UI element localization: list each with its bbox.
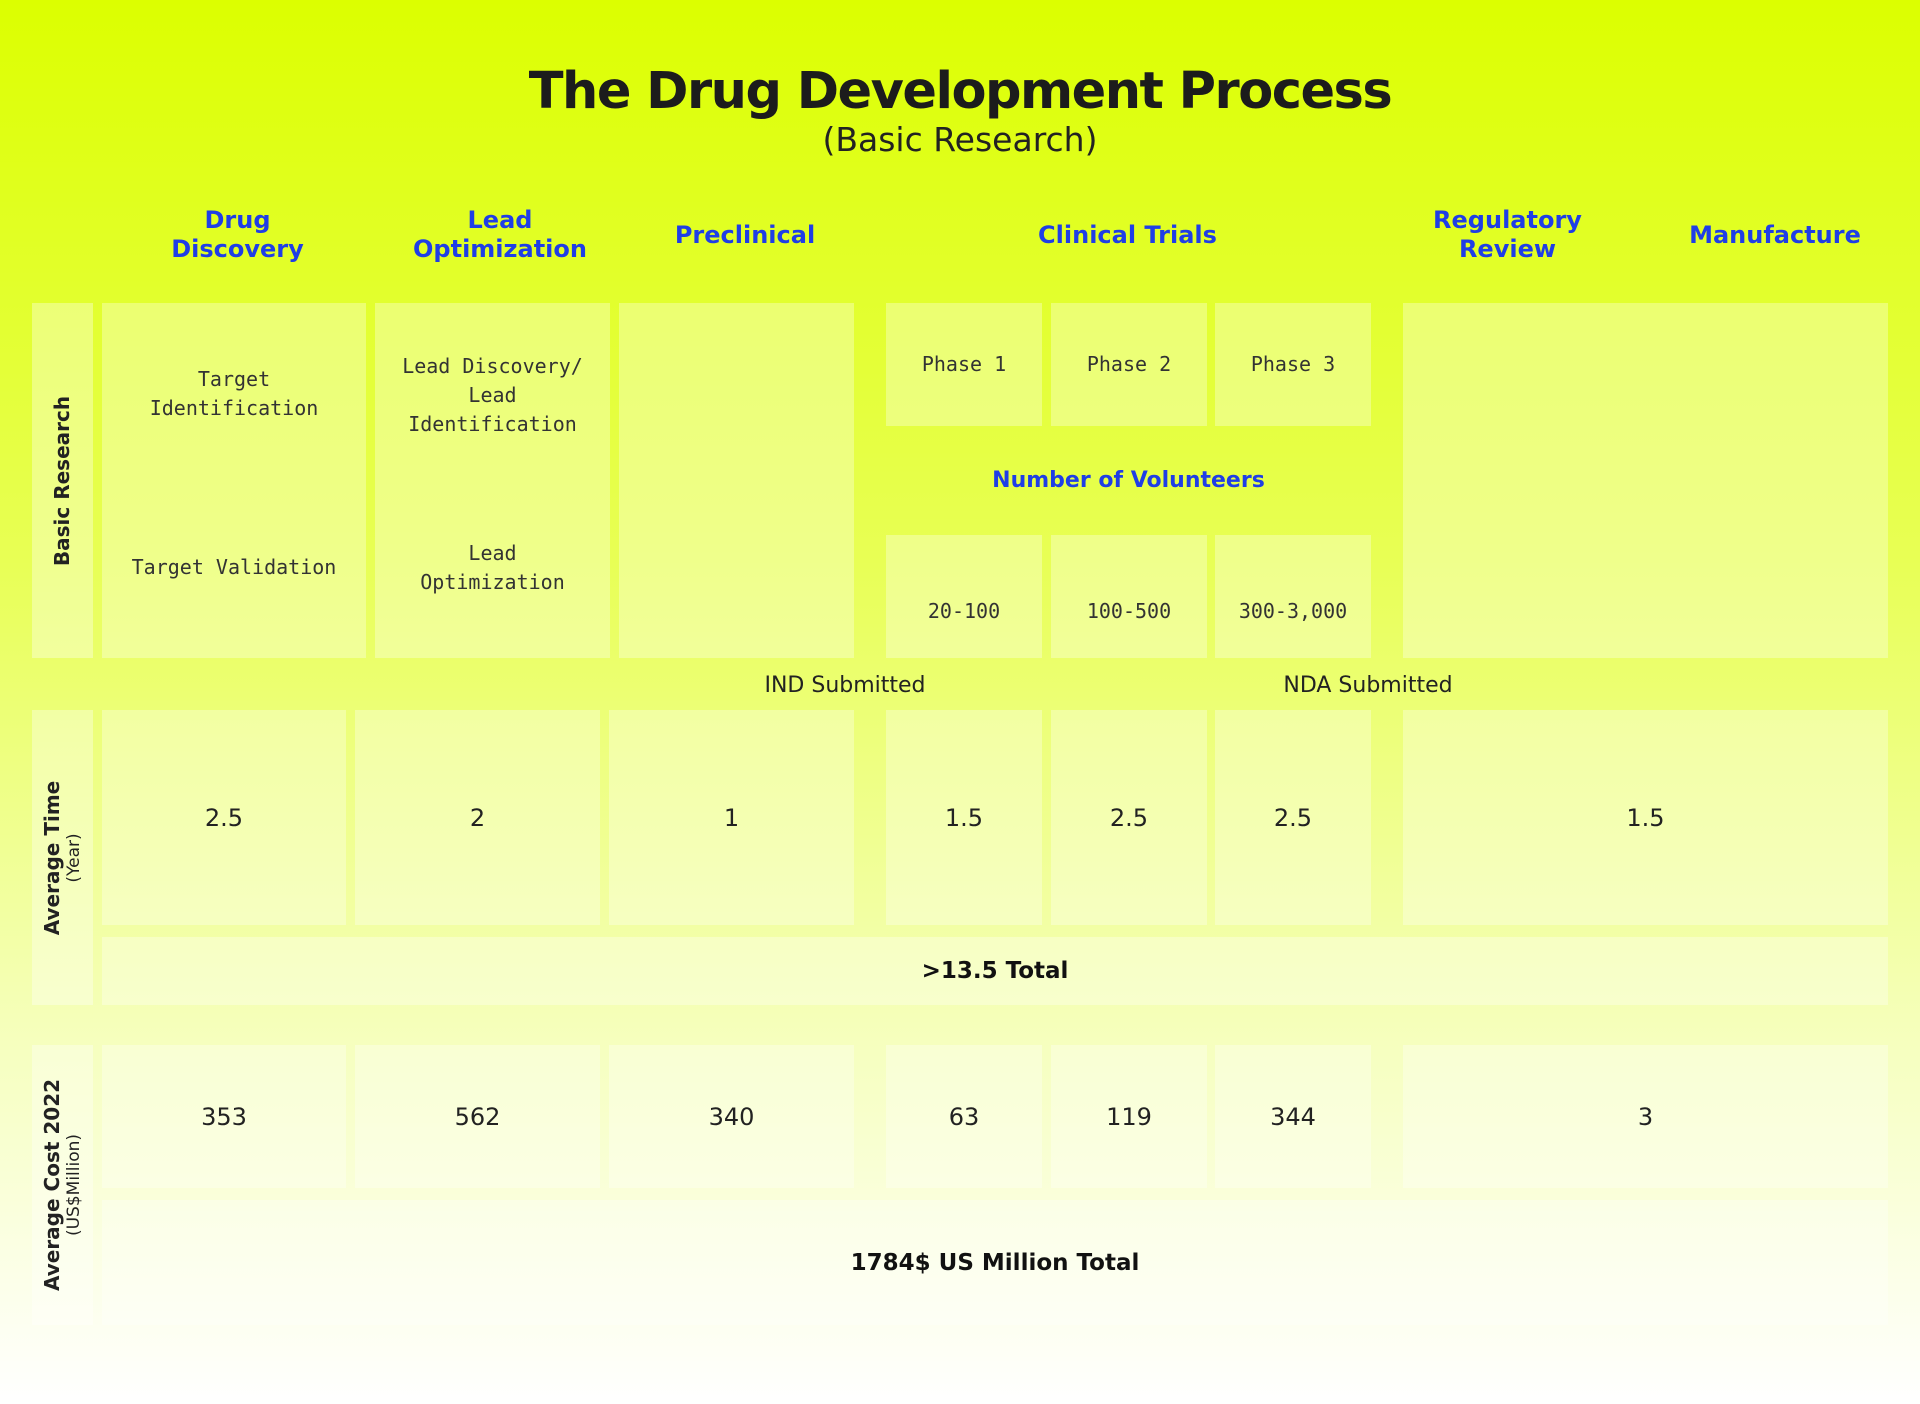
average-time-unit: (Year) — [64, 832, 85, 883]
average-cost-total: 1784$ US Million Total — [102, 1200, 1888, 1325]
cost-phase-2: 119 — [1051, 1045, 1207, 1188]
stage-header-drug-discovery: Drug Discovery — [171, 206, 304, 263]
time-regulatory-manufacture: 1.5 — [1403, 710, 1888, 925]
time-phase-1: 1.5 — [886, 710, 1042, 925]
row-label-average-time: Average Time (Year) — [32, 710, 93, 1005]
stage-header-clinical-trials: Clinical Trials — [1038, 220, 1217, 249]
time-drug-discovery: 2.5 — [102, 710, 346, 925]
drug-discovery-research-cell: Target Identification Target Validation — [102, 303, 366, 658]
row-label-basic-research-text: Basic Research — [50, 395, 75, 566]
nda-submitted-marker: NDA Submitted — [1283, 672, 1453, 698]
page-title: The Drug Development Process — [528, 62, 1393, 121]
phase-1-cell: Phase 1 — [886, 303, 1042, 426]
row-label-average-cost: Average Cost 2022 (US$Million) — [32, 1045, 93, 1325]
row-label-basic-research: Basic Research — [32, 303, 93, 658]
phase-3-cell: Phase 3 — [1215, 303, 1371, 426]
page-subtitle: (Basic Research) — [822, 120, 1098, 159]
time-preclinical: 1 — [609, 710, 854, 925]
lead-optimization-step: Lead Optimization — [420, 541, 565, 594]
volunteers-phase-2: 100-500 — [1051, 535, 1207, 658]
cost-regulatory-manufacture: 3 — [1403, 1045, 1888, 1188]
average-cost-unit: (US$Million) — [64, 1133, 85, 1237]
time-phase-2: 2.5 — [1051, 710, 1207, 925]
stage-header-lead-optimization: Lead Optimization — [413, 206, 587, 263]
lead-optimization-research-cell: Lead Discovery/ Lead Identification Lead… — [375, 303, 610, 658]
phase-2-cell: Phase 2 — [1051, 303, 1207, 426]
target-validation: Target Validation — [131, 555, 337, 579]
lead-discovery: Lead Discovery/ Lead Identification — [402, 354, 583, 436]
preclinical-research-cell — [619, 303, 854, 658]
volunteers-label: Number of Volunteers — [992, 467, 1265, 493]
average-time-label: Average Time — [40, 780, 65, 935]
stage-header-regulatory-review: Regulatory Review — [1433, 206, 1582, 263]
average-cost-label: Average Cost 2022 — [40, 1078, 65, 1292]
target-identification: Target Identification — [149, 367, 319, 420]
volunteers-phase-3: 300-3,000 — [1215, 535, 1371, 658]
time-phase-3: 2.5 — [1215, 710, 1371, 925]
cost-lead-optimization: 562 — [355, 1045, 600, 1188]
stage-header-manufacture: Manufacture — [1689, 220, 1861, 249]
cost-phase-3: 344 — [1215, 1045, 1371, 1188]
regulatory-manufacture-research-cell — [1403, 303, 1888, 658]
time-lead-optimization: 2 — [355, 710, 600, 925]
volunteers-phase-1: 20-100 — [886, 535, 1042, 658]
cost-drug-discovery: 353 — [102, 1045, 346, 1188]
stage-header-preclinical: Preclinical — [674, 220, 816, 249]
cost-preclinical: 340 — [609, 1045, 854, 1188]
ind-submitted-marker: IND Submitted — [764, 672, 926, 698]
cost-phase-1: 63 — [886, 1045, 1042, 1188]
average-time-total: >13.5 Total — [102, 937, 1888, 1005]
